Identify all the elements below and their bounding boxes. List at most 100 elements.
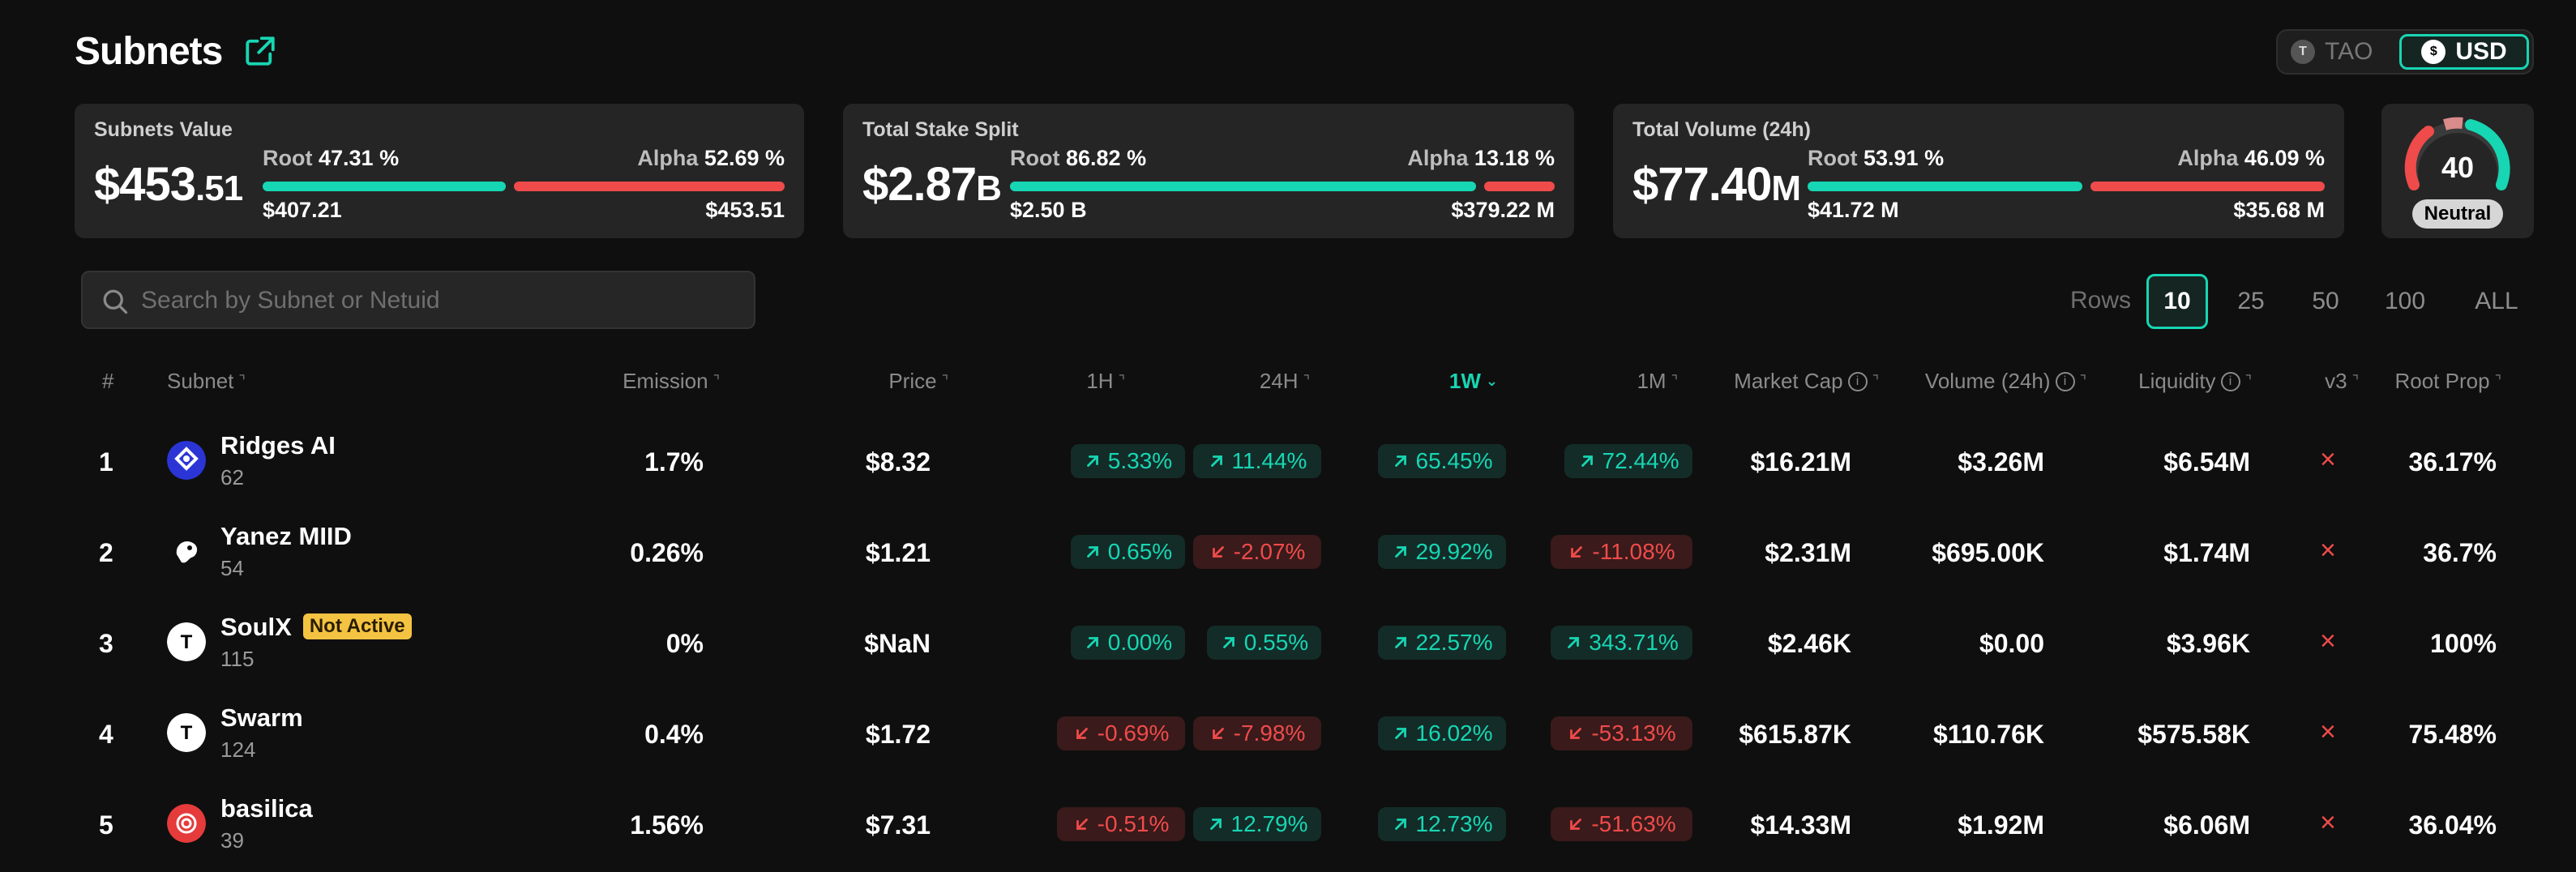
liquidity-value: $3.96K [2166, 629, 2250, 658]
change-pill-m1: 72.44% [1564, 444, 1692, 478]
svg-text:T: T [181, 722, 193, 744]
price-value: $NaN [864, 629, 931, 658]
column-header-root-prop[interactable]: Root Prop ⌝ [2394, 369, 2501, 393]
root-label: Root [263, 146, 313, 170]
rows-label: Rows [2070, 287, 2132, 314]
change-pill-h24: 12.79% [1193, 807, 1321, 841]
rows-option-100[interactable]: 100 [2384, 288, 2426, 314]
column-header-rank: # [102, 369, 114, 393]
currency-tao-label: TAO [2325, 38, 2373, 65]
column-header-subnet[interactable]: Subnet ⌝ [167, 369, 246, 393]
market-cap-value: $2.31M [1765, 538, 1851, 567]
arrow-down-left-icon [1076, 728, 1088, 739]
root-pct: 53.91 % [1864, 146, 1945, 170]
currency-usd-option[interactable]: $ USD [2399, 34, 2529, 70]
root-bar [1808, 182, 2082, 191]
rank: 3 [99, 629, 113, 658]
total-stake-split-card: Total Stake Split $2.87B Root 86.82 % Al… [843, 104, 1574, 238]
currency-tao-option[interactable]: T TAO [2291, 36, 2404, 68]
column-header-liquidity[interactable]: Liquidity i ⌝ [2138, 369, 2252, 393]
arrow-up-right-icon [1581, 455, 1593, 467]
chevron-down-icon: ⌄ [1485, 373, 1498, 389]
change-pill-w1: 29.92% [1378, 535, 1506, 569]
alpha-value: $35.68 M [2233, 198, 2325, 222]
column-header-price[interactable]: Price ⌝ [888, 369, 948, 393]
subnet-netuid: 115 [220, 647, 255, 671]
column-header-market-cap[interactable]: Market Cap i ⌝ [1734, 369, 1879, 393]
change-pill-w1: 65.45% [1378, 444, 1506, 478]
volume-value: $695.00K [1932, 538, 2044, 567]
sort-icon: ⌝ [2244, 373, 2252, 389]
liquidity-value: $1.74M [2163, 538, 2250, 567]
column-header-1m[interactable]: 1M ⌝ [1637, 369, 1678, 393]
rows-option-25[interactable]: 25 [2237, 288, 2265, 314]
currency-toggle: T TAO $ USD [2276, 29, 2534, 75]
rows-option-10[interactable]: 10 [2146, 274, 2208, 329]
currency-usd-label: USD [2455, 38, 2507, 65]
volume-value: $1.92M [1958, 810, 2044, 840]
arrow-up-right-icon [1394, 728, 1406, 739]
rank: 2 [99, 538, 113, 567]
root-label: Root [1808, 146, 1858, 170]
info-icon[interactable]: i [1847, 371, 1868, 391]
price-value: $1.21 [865, 538, 931, 567]
subnet-netuid: 54 [220, 556, 244, 580]
column-header-1w[interactable]: 1W ⌄ [1448, 369, 1498, 393]
split-bar: Root 86.82 % Alpha 13.18 % $2.50 B $379.… [1010, 146, 1555, 227]
svg-text:T: T [181, 631, 193, 653]
arrow-down-left-icon [1570, 819, 1582, 830]
column-header-emission[interactable]: Emission ⌝ [623, 369, 720, 393]
column-header-volume[interactable]: Volume (24h) i ⌝ [1924, 369, 2086, 393]
column-header-24h[interactable]: 24H ⌝ [1259, 369, 1310, 393]
volume-value: $110.76K [1932, 720, 2044, 749]
price-value: $1.72 [865, 720, 931, 749]
v3-x-icon: × [2320, 807, 2336, 838]
info-icon[interactable]: i [2220, 371, 2240, 391]
subnet-name[interactable]: Swarm [220, 703, 303, 732]
column-header-1h[interactable]: 1H ⌝ [1086, 369, 1125, 393]
root-prop-value: 75.48% [2408, 720, 2497, 749]
arrow-down-left-icon [1076, 819, 1088, 830]
rows-option-all[interactable]: ALL [2475, 288, 2518, 314]
subnet-name[interactable]: Yanez MIID [220, 522, 352, 550]
sort-icon: ⌝ [1671, 373, 1678, 389]
subnet-name[interactable]: Ridges AI [220, 431, 336, 460]
search-icon [103, 289, 128, 314]
emission-value: 1.7% [644, 447, 704, 477]
card-value: $2.87B [862, 158, 1002, 211]
info-icon[interactable]: i [2055, 371, 2075, 391]
column-header-v3[interactable]: v3 ⌝ [2325, 369, 2359, 393]
change-pill-h24: 0.55% [1207, 626, 1321, 660]
rank: 1 [99, 447, 113, 477]
page-title: Subnets [75, 30, 223, 73]
sort-icon: ⌝ [712, 373, 720, 389]
liquidity-value: $575.58K [2137, 720, 2250, 749]
arrow-down-left-icon [1570, 728, 1582, 739]
market-cap-value: $2.46K [1767, 629, 1851, 658]
total-volume-card: Total Volume (24h) $77.40M Root 53.91 % … [1613, 104, 2344, 238]
rank: 5 [99, 810, 113, 840]
alpha-label: Alpha [1407, 146, 1469, 170]
price-value: $7.31 [865, 810, 931, 840]
change-pill-h1: 0.00% [1071, 626, 1185, 660]
subnet-netuid: 124 [220, 737, 256, 762]
rows-option-50[interactable]: 50 [2312, 288, 2339, 314]
change-pill-h1: -0.51% [1057, 807, 1185, 841]
change-pill-h24: -2.07% [1193, 535, 1321, 569]
alpha-bar [2090, 182, 2325, 191]
search-input[interactable] [141, 280, 741, 321]
subnet-name[interactable]: SoulX Not Active [220, 613, 412, 642]
change-pill-m1: 343.71% [1551, 626, 1692, 660]
card-label: Total Stake Split [862, 118, 1019, 141]
card-value: $77.40M [1632, 158, 1801, 211]
price-value: $8.32 [865, 447, 931, 477]
sort-icon: ⌝ [941, 373, 948, 389]
change-pill-m1: -51.63% [1551, 807, 1692, 841]
subnet-name[interactable]: basilica [220, 794, 313, 823]
split-bar: Root 47.31 % Alpha 52.69 % $407.21 $453.… [263, 146, 785, 227]
external-link-icon[interactable] [243, 34, 277, 68]
root-prop-value: 36.7% [2423, 538, 2497, 567]
card-label: Subnets Value [94, 118, 233, 141]
change-pill-h1: 5.33% [1071, 444, 1185, 478]
arrow-up-right-icon [1394, 546, 1406, 558]
